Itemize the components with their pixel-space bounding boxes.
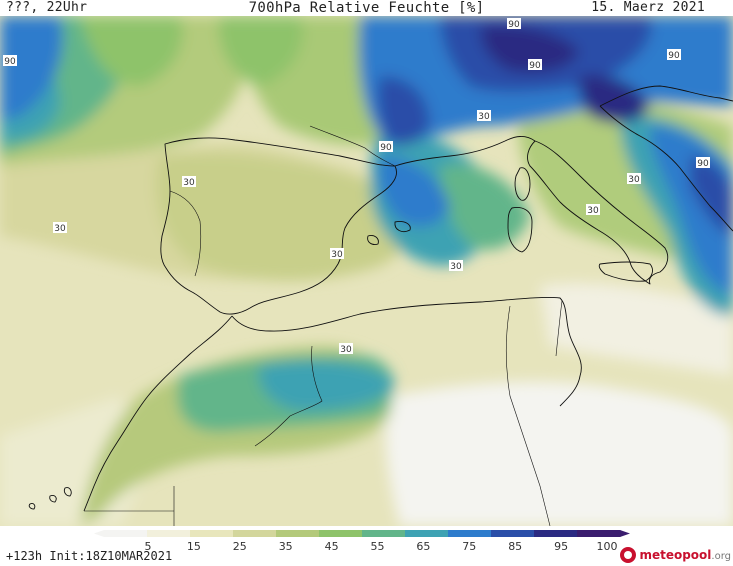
run-info: +123h Init:18Z10MAR2021 [6,549,173,563]
svg-text:30: 30 [54,224,66,234]
legend-max-arrow [620,530,630,537]
legend-tick-label: 5 [145,540,152,553]
contour-label: 90 [696,157,710,169]
legend-tick-label: 85 [508,540,522,553]
legend-color-swatch [276,530,320,537]
legend-tick-label: 65 [416,540,430,553]
contour-labels: 90 90 90 90 90 90 30 30 30 30 30 30 30 30 [3,18,710,355]
valid-weekday-hour: ???, 22Uhr [6,0,88,15]
svg-text:90: 90 [697,159,709,169]
legend-color-swatch [448,530,492,537]
contour-label: 30 [53,222,67,234]
legend-tick-label: 55 [371,540,385,553]
contour-label: 30 [449,260,463,272]
legend-tick-label: 15 [187,540,201,553]
coastlines [28,85,733,512]
legend-tick-label: 100 [597,540,618,553]
contour-label: 90 [667,49,681,61]
contour-label: 30 [339,343,353,355]
legend-color-swatch [319,530,363,537]
brand-part1: meteo [639,548,683,562]
brand-part3: .org [711,551,731,562]
legend-ticks: 5 15 25 35 45 55 65 75 85 95 100 [145,540,618,553]
svg-text:30: 30 [587,206,599,216]
legend-color-swatch [147,530,191,537]
svg-text:90: 90 [4,57,16,67]
legend-color-swatch [190,530,234,537]
contour-label: 30 [586,204,600,216]
legend-bar [94,530,630,537]
legend-tick-label: 45 [325,540,339,553]
contour-label: 90 [507,18,521,30]
legend-color-swatch [233,530,277,537]
contour-label: 90 [3,55,17,67]
svg-text:30: 30 [340,345,352,355]
contour-label: 30 [477,110,491,122]
legend-color-swatch [491,530,535,537]
contour-label: 30 [627,173,641,185]
humidity-field [0,16,733,526]
legend-color-swatch [362,530,406,537]
svg-text:30: 30 [478,112,490,122]
contour-label: 90 [528,59,542,71]
map-title: 700hPa Relative Feuchte [%] [248,0,485,16]
legend-color-swatch [534,530,578,537]
svg-text:90: 90 [668,51,680,61]
svg-text:90: 90 [380,143,392,153]
meteopool-logo-icon [620,547,637,563]
legend-color-swatch [577,530,621,537]
legend-tick-label: 25 [233,540,247,553]
legend-min-arrow [94,530,104,537]
legend-color-swatch [104,530,148,537]
svg-text:30: 30 [183,178,195,188]
svg-text:30: 30 [450,262,462,272]
valid-date: 15. Maerz 2021 [591,0,705,15]
legend-color-swatch [405,530,449,537]
contour-label: 30 [182,176,196,188]
svg-text:30: 30 [331,250,343,260]
legend-tick-label: 35 [279,540,293,553]
svg-text:90: 90 [529,61,541,71]
legend-tick-label: 75 [462,540,476,553]
country-borders [84,125,563,526]
svg-text:90: 90 [508,20,520,30]
contour-label: 90 [379,141,393,153]
svg-text:30: 30 [628,175,640,185]
meteopool-logo[interactable]: meteopool.org [620,547,731,563]
legend-tick-label: 95 [554,540,568,553]
contour-label: 30 [330,248,344,260]
brand-part2: pool [682,548,712,562]
color-scale-legend: 5 15 25 35 45 55 65 75 85 95 100 [94,530,630,553]
humidity-map: 90 90 90 90 90 90 30 30 30 30 30 30 30 30 [0,16,733,526]
